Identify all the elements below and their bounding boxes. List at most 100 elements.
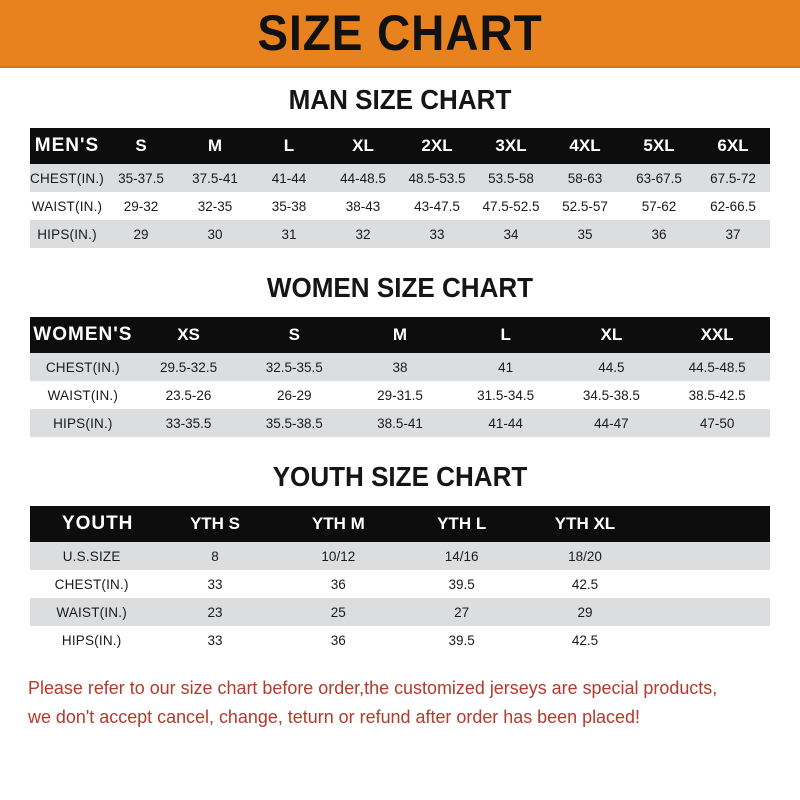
header-cell-size: 2XL <box>421 136 453 155</box>
header-cell-size: YTH L <box>437 514 487 533</box>
header-cell-label: YOUTH <box>61 513 134 534</box>
header-cell-size: M <box>207 136 223 155</box>
row-label: HIPS(IN.) <box>37 226 97 242</box>
cell-value: 33 <box>429 226 445 242</box>
cell-value: 42.5 <box>571 576 599 592</box>
row-label: WAIST(IN.) <box>31 198 103 214</box>
cell-value: 35-37.5 <box>118 170 164 186</box>
row-label: WAIST(IN.) <box>47 387 119 403</box>
cell-value: 35 <box>577 226 593 242</box>
cell-value: 41 <box>498 359 514 375</box>
cell-value: 38 <box>392 359 408 375</box>
order-policy-note: Please refer to our size chart before or… <box>28 674 750 731</box>
cell-value: 41-44 <box>271 170 307 186</box>
order-policy-line-2: we don't accept cancel, change, teturn o… <box>28 705 640 727</box>
row-label: U.S.SIZE <box>62 548 121 564</box>
youth-size-table: YOUTH YTH S YTH M YTH L YTH XL U.S.SIZE … <box>30 506 770 654</box>
table-row: WAIST(IN.) 29-32 32-35 35-38 38-43 43-47… <box>30 192 770 220</box>
header-cell-size: L <box>283 136 295 155</box>
header-cell-size: XS <box>177 325 200 344</box>
header-cell-size: XXL <box>700 325 734 344</box>
cell-value: 48.5-53.5 <box>408 170 466 186</box>
cell-value: 38.5-41 <box>377 415 423 431</box>
cell-value: 25 <box>330 604 346 620</box>
cell-value: 47.5-52.5 <box>482 198 540 214</box>
header-cell-size: XL <box>352 136 374 155</box>
cell-value: 34.5-38.5 <box>582 387 640 403</box>
women-table-wrapper: WOMEN'S XS S M L XL XXL CHEST(IN.) 29.5-… <box>30 317 770 437</box>
cell-value: 63-67.5 <box>636 170 682 186</box>
header-cell-label: WOMEN'S <box>33 324 133 345</box>
cell-value: 33 <box>207 632 223 648</box>
cell-value: 41-44 <box>488 415 523 431</box>
cell-value: 62-66.5 <box>710 198 756 214</box>
cell-value: 18/20 <box>568 548 602 564</box>
header-cell-size: 4XL <box>569 136 601 155</box>
cell-value <box>647 542 770 570</box>
cell-value: 27 <box>454 604 470 620</box>
row-label: HIPS(IN.) <box>61 632 122 648</box>
cell-value: 38-43 <box>345 198 381 214</box>
cell-value: 39.5 <box>448 632 475 648</box>
man-section-title: MAN SIZE CHART <box>288 84 512 115</box>
cell-value: 33 <box>207 576 223 592</box>
youth-section-title: YOUTH SIZE CHART <box>272 461 528 492</box>
cell-value: 36 <box>330 576 346 592</box>
women-size-table: WOMEN'S XS S M L XL XXL CHEST(IN.) 29.5-… <box>30 317 770 437</box>
row-label: HIPS(IN.) <box>53 415 113 431</box>
cell-value: 36 <box>330 632 346 648</box>
table-row: HIPS(IN.) 33-35.5 35.5-38.5 38.5-41 41-4… <box>30 409 770 437</box>
size-chart-banner: SIZE CHART <box>0 0 800 68</box>
cell-value: 44.5 <box>598 359 625 375</box>
row-label: CHEST(IN.) <box>30 170 104 186</box>
cell-value: 31 <box>281 226 297 242</box>
cell-value: 67.5-72 <box>710 170 756 186</box>
header-cell-size: S <box>288 325 300 344</box>
cell-value: 32.5-35.5 <box>265 359 323 375</box>
cell-value: 44-48.5 <box>340 170 386 186</box>
cell-value: 23.5-26 <box>165 387 212 403</box>
women-section-title: WOMEN SIZE CHART <box>266 272 534 303</box>
page-title: SIZE CHART <box>257 5 543 61</box>
man-size-table: MEN'S S M L XL 2XL 3XL 4XL 5XL 6XL CHEST… <box>30 128 770 248</box>
header-cell-size: XL <box>600 325 623 344</box>
header-cell-size: YTH S <box>189 514 241 533</box>
cell-value: 37 <box>725 226 741 242</box>
cell-value: 38.5-42.5 <box>688 387 746 403</box>
row-label: CHEST(IN.) <box>45 359 120 375</box>
table-header-row: MEN'S S M L XL 2XL 3XL 4XL 5XL 6XL <box>30 128 770 164</box>
cell-value: 47-50 <box>699 415 735 431</box>
table-row: WAIST(IN.) 23 25 27 29 <box>30 598 770 626</box>
cell-value <box>647 598 770 626</box>
cell-value: 43-47.5 <box>414 198 460 214</box>
cell-value: 29.5-32.5 <box>160 359 218 375</box>
row-label: CHEST(IN.) <box>54 576 129 592</box>
order-policy-line-1: Please refer to our size chart before or… <box>28 677 718 698</box>
man-table-wrapper: MEN'S S M L XL 2XL 3XL 4XL 5XL 6XL CHEST… <box>30 128 770 248</box>
table-header-row: WOMEN'S XS S M L XL XXL <box>30 317 770 353</box>
header-cell-size: YTH XL <box>554 514 616 533</box>
table-row: WAIST(IN.) 23.5-26 26-29 29-31.5 31.5-34… <box>30 381 770 409</box>
cell-value: 8 <box>211 548 219 564</box>
cell-value: 35.5-38.5 <box>265 415 323 431</box>
table-header-row: YOUTH YTH S YTH M YTH L YTH XL <box>30 506 770 542</box>
cell-value: 29 <box>577 604 593 620</box>
cell-value: 32 <box>355 226 371 242</box>
header-cell-size: 6XL <box>717 136 749 155</box>
table-row: CHEST(IN.) 33 36 39.5 42.5 <box>30 570 770 598</box>
cell-value: 29-31.5 <box>377 387 423 403</box>
cell-value: 39.5 <box>448 576 475 592</box>
header-cell-size: YTH M <box>311 514 365 533</box>
cell-value: 33-35.5 <box>165 415 212 431</box>
youth-table-wrapper: YOUTH YTH S YTH M YTH L YTH XL U.S.SIZE … <box>30 506 770 654</box>
cell-value: 37.5-41 <box>192 170 238 186</box>
header-cell-size <box>647 506 770 542</box>
header-cell-size: S <box>135 136 147 155</box>
cell-value: 34 <box>503 226 519 242</box>
cell-value: 35-38 <box>271 198 307 214</box>
cell-value: 58-63 <box>567 170 603 186</box>
cell-value: 32-35 <box>197 198 233 214</box>
cell-value: 30 <box>207 226 223 242</box>
cell-value: 29 <box>133 226 149 242</box>
cell-value: 31.5-34.5 <box>477 387 535 403</box>
